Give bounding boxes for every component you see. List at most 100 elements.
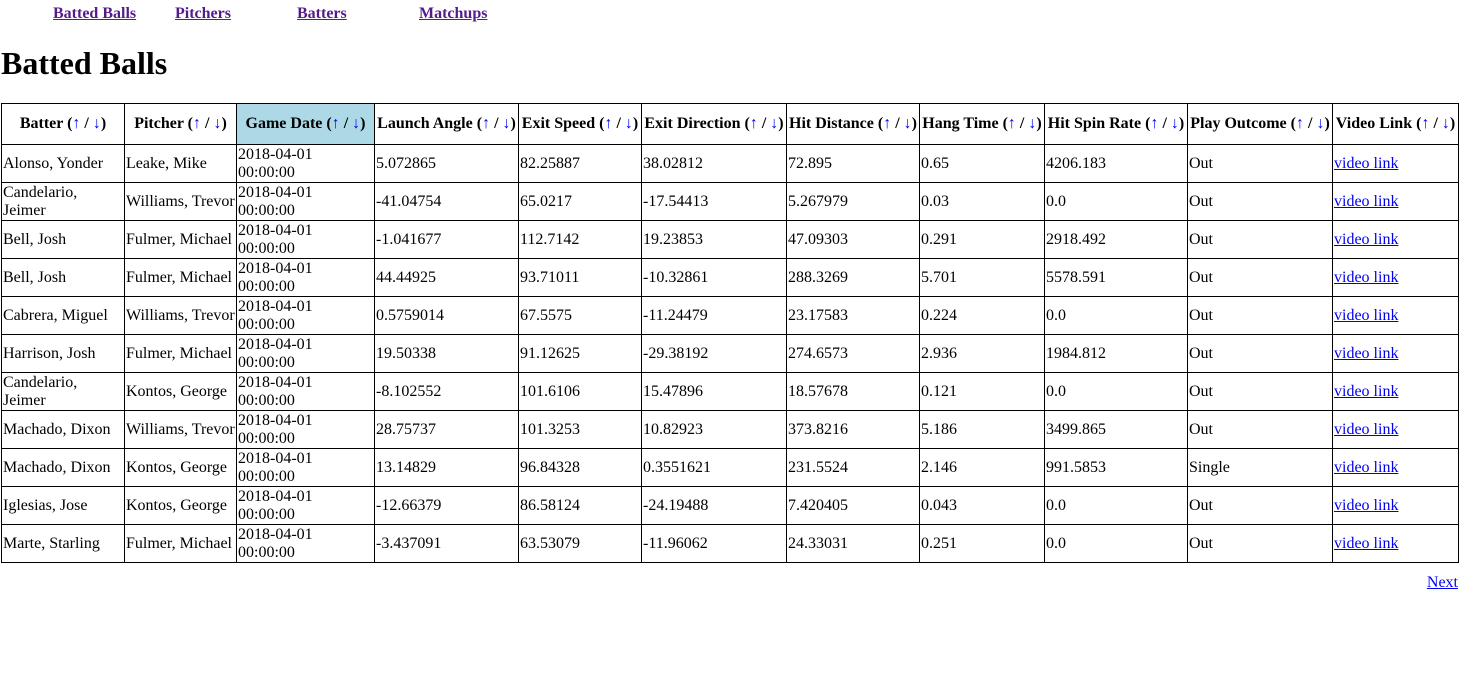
cell-hit-distance: 72.895: [787, 145, 920, 183]
table-row: Candelario, Jeimer Kontos, George 2018-04-…: [2, 373, 1459, 411]
sort-separator: /: [1429, 115, 1442, 132]
cell-exit-direction: 38.02812: [642, 145, 787, 183]
cell-hang-time: 0.043: [920, 487, 1045, 525]
cell-pitcher: Williams, Trevor: [125, 411, 237, 449]
nav-link-batted-balls[interactable]: Batted Balls: [53, 5, 137, 22]
cell-game-date: 2018-04-01 00:00:00: [237, 525, 375, 563]
column-header-hit-distance: Hit Distance (↑ / ↓): [787, 104, 920, 145]
cell-video-link: video link: [1333, 449, 1459, 487]
sort-descending-icon[interactable]: ↓: [502, 115, 511, 132]
cell-exit-direction: -11.24479: [642, 297, 787, 335]
video-link[interactable]: video link: [1334, 192, 1399, 210]
nav-link-batters[interactable]: Batters: [297, 5, 347, 22]
sort-descending-icon[interactable]: ↓: [770, 115, 779, 132]
sort-ascending-icon[interactable]: ↑: [331, 115, 340, 132]
cell-play-outcome: Out: [1188, 145, 1333, 183]
cell-game-date: 2018-04-01 00:00:00: [237, 373, 375, 411]
video-link[interactable]: video link: [1334, 306, 1399, 324]
video-link[interactable]: video link: [1334, 458, 1399, 476]
cell-pitcher: Kontos, George: [125, 449, 237, 487]
cell-hit-distance: 5.267979: [787, 183, 920, 221]
sort-descending-icon[interactable]: ↓: [213, 115, 222, 132]
video-link[interactable]: video link: [1334, 268, 1399, 286]
sort-separator: /: [201, 115, 214, 132]
sort-ascending-icon[interactable]: ↑: [193, 115, 201, 132]
batted-balls-table: Batter (↑ / ↓) Pitcher (↑ / ↓) Game Date (…: [1, 103, 1459, 563]
cell-batter: Harrison, Josh: [2, 335, 125, 373]
cell-video-link: video link: [1333, 183, 1459, 221]
cell-batter: Candelario, Jeimer: [2, 183, 125, 221]
nav-link-matchups[interactable]: Matchups: [419, 5, 488, 22]
column-header-label: Game Date: [245, 115, 323, 132]
cell-game-date: 2018-04-01 00:00:00: [237, 145, 375, 183]
column-header-play-outcome: Play Outcome (↑ / ↓): [1188, 104, 1333, 145]
cell-play-outcome: Out: [1188, 487, 1333, 525]
column-header-label: Hang Time: [922, 115, 999, 132]
sort-descending-icon[interactable]: ↓: [1441, 115, 1450, 132]
sort-separator: /: [891, 115, 904, 132]
video-link[interactable]: video link: [1334, 154, 1399, 172]
cell-hit-distance: 373.8216: [787, 411, 920, 449]
sort-ascending-icon[interactable]: ↑: [482, 115, 491, 132]
sort-descending-icon[interactable]: ↓: [92, 115, 101, 132]
cell-play-outcome: Out: [1188, 373, 1333, 411]
cell-pitcher: Fulmer, Michael: [125, 525, 237, 563]
sort-ascending-icon[interactable]: ↑: [1007, 115, 1016, 132]
cell-exit-speed: 63.53079: [519, 525, 642, 563]
table-row: Bell, Josh Fulmer, Michael 2018-04-01 00:0…: [2, 259, 1459, 297]
sort-ascending-icon[interactable]: ↑: [1421, 115, 1430, 132]
cell-video-link: video link: [1333, 145, 1459, 183]
sort-separator: /: [339, 115, 353, 132]
column-header-exit-speed: Exit Speed (↑ / ↓): [519, 104, 642, 145]
sort-separator: /: [612, 115, 625, 132]
video-link[interactable]: video link: [1334, 382, 1399, 400]
sort-ascending-icon[interactable]: ↑: [604, 115, 613, 132]
cell-launch-angle: 28.75737: [375, 411, 519, 449]
cell-video-link: video link: [1333, 335, 1459, 373]
next-page-link[interactable]: Next: [1426, 574, 1458, 591]
cell-batter: Machado, Dixon: [2, 449, 125, 487]
cell-game-date: 2018-04-01 00:00:00: [237, 487, 375, 525]
sort-separator: /: [1158, 115, 1171, 132]
cell-game-date: 2018-04-01 00:00:00: [237, 449, 375, 487]
cell-batter: Cabrera, Miguel: [2, 297, 125, 335]
table-header-row: Batter (↑ / ↓) Pitcher (↑ / ↓) Game Date (…: [2, 104, 1459, 145]
table-row: Harrison, Josh Fulmer, Michael 2018-04-01 …: [2, 335, 1459, 373]
column-header-video-link: Video Link (↑ / ↓): [1333, 104, 1459, 145]
video-link[interactable]: video link: [1334, 534, 1399, 552]
column-header-label: Exit Speed: [521, 115, 596, 132]
video-link[interactable]: video link: [1334, 230, 1399, 248]
cell-game-date: 2018-04-01 00:00:00: [237, 259, 375, 297]
nav-link-pitchers[interactable]: Pitchers: [175, 5, 231, 22]
sort-ascending-icon[interactable]: ↑: [749, 115, 758, 132]
sort-descending-icon[interactable]: ↓: [1316, 115, 1325, 132]
sort-separator: /: [80, 115, 93, 132]
sort-descending-icon[interactable]: ↓: [903, 115, 912, 132]
column-header-batter: Batter (↑ / ↓): [2, 104, 125, 145]
cell-exit-speed: 86.58124: [519, 487, 642, 525]
cell-exit-speed: 67.5575: [519, 297, 642, 335]
cell-video-link: video link: [1333, 297, 1459, 335]
video-link[interactable]: video link: [1334, 496, 1399, 514]
sort-descending-icon[interactable]: ↓: [352, 115, 361, 132]
cell-exit-direction: 19.23853: [642, 221, 787, 259]
cell-video-link: video link: [1333, 221, 1459, 259]
cell-hit-distance: 47.09303: [787, 221, 920, 259]
sort-descending-icon[interactable]: ↓: [1028, 115, 1037, 132]
page-title: Batted Balls: [1, 45, 168, 81]
video-link[interactable]: video link: [1334, 420, 1399, 438]
sort-descending-icon[interactable]: ↓: [624, 115, 633, 132]
sort-descending-icon[interactable]: ↓: [1170, 115, 1179, 132]
video-link[interactable]: video link: [1334, 344, 1399, 362]
sort-ascending-icon[interactable]: ↑: [1295, 115, 1304, 132]
table-row: Bell, Josh Fulmer, Michael 2018-04-01 00:0…: [2, 221, 1459, 259]
sort-ascending-icon[interactable]: ↑: [72, 115, 81, 132]
sort-separator: /: [490, 115, 503, 132]
cell-exit-speed: 65.0217: [519, 183, 642, 221]
sort-ascending-icon[interactable]: ↑: [1150, 115, 1159, 132]
cell-hit-distance: 7.420405: [787, 487, 920, 525]
cell-launch-angle: -12.66379: [375, 487, 519, 525]
cell-exit-direction: 10.82923: [642, 411, 787, 449]
column-header-label: Pitcher: [134, 115, 184, 132]
sort-ascending-icon[interactable]: ↑: [883, 115, 892, 132]
